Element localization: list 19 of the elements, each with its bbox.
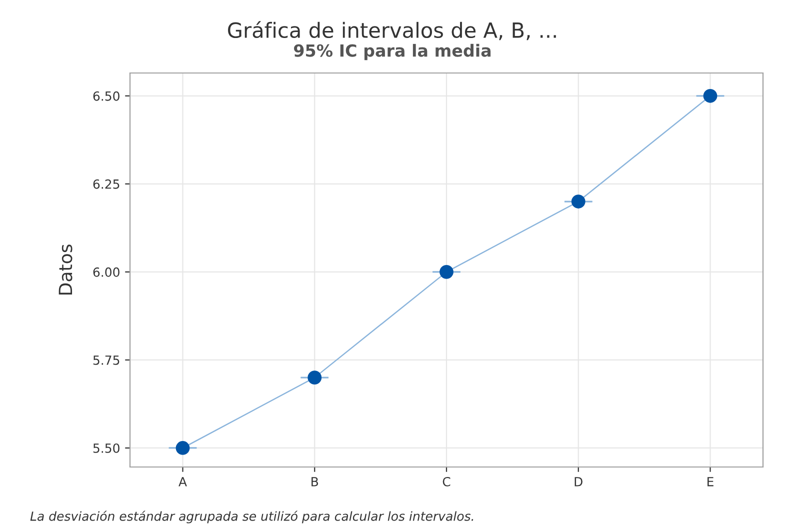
point xyxy=(308,370,322,385)
x-tick-label: D xyxy=(574,477,582,486)
chart-subtitle: 95% IC para la media xyxy=(294,44,491,60)
point xyxy=(176,441,190,455)
x-tick-label: E xyxy=(708,477,714,486)
chart-title: Gráfica de intervalos de A, B, ... xyxy=(228,21,556,40)
text: La desviación estándar agrupada se utilizó para calcular los intervalos. xyxy=(30,510,474,524)
point xyxy=(440,264,454,279)
point xyxy=(703,88,718,103)
point xyxy=(571,194,586,208)
x-tick-label: A xyxy=(178,477,187,486)
y-tick-label: 6.25 xyxy=(93,179,120,189)
x-tick-label: B xyxy=(312,477,318,486)
y-tick-label: 6.00 xyxy=(93,267,120,277)
y-tick-label: 5.50 xyxy=(93,443,120,453)
y-tick-label: 5.75 xyxy=(93,356,120,365)
x-tick-label: C xyxy=(442,476,450,486)
y-tick-label: 6.50 xyxy=(93,91,120,101)
y-axis-title: Datos xyxy=(58,244,72,294)
